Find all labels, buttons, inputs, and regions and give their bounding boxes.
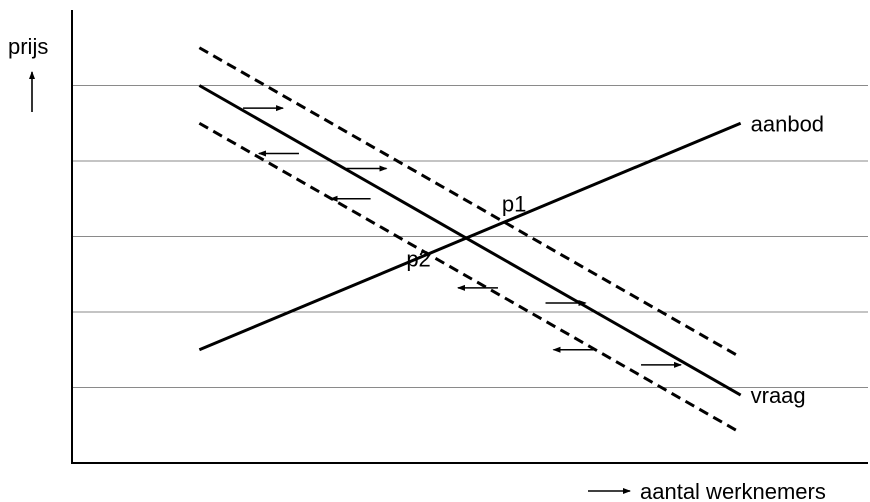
series-labels: aanbod vraag	[751, 111, 824, 408]
series-dashed-line-3	[198, 121, 742, 435]
annotation-p2: p2	[406, 247, 430, 272]
series-dashed-line-2	[198, 46, 742, 359]
y-axis-label: prijs	[8, 34, 48, 59]
x-axis-label: aantal werknemers	[640, 479, 826, 502]
series-label-aanbod: aanbod	[751, 111, 824, 136]
series-label-vraag: vraag	[751, 383, 806, 408]
series-vraag-line	[198, 84, 742, 397]
series-aanbod-line	[198, 121, 742, 352]
annotation-p1: p1	[502, 192, 526, 217]
annotations: p1 p2	[406, 192, 526, 272]
shift-arrows	[243, 105, 683, 368]
series-lines	[198, 46, 742, 435]
